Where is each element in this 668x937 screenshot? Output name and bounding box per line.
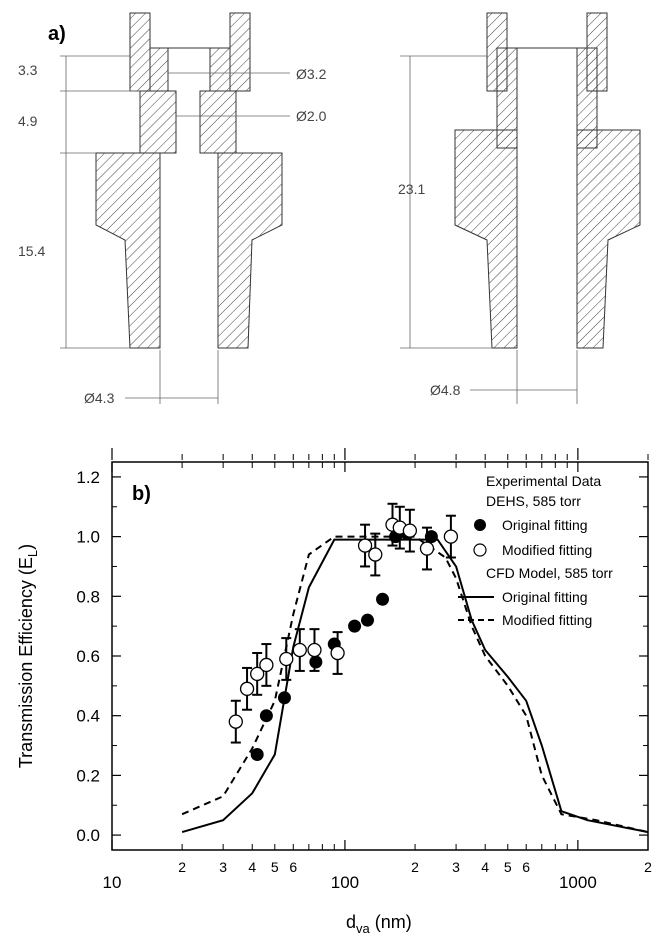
exp-modified-point (443, 529, 459, 544)
y-axis-label: Transmission Efficiency (EL) (16, 544, 40, 768)
exp-modified-point (368, 547, 383, 562)
panel-a-label: a) (48, 23, 66, 45)
legend-header-experimental: Experimental Data (486, 473, 601, 489)
exp-modified-point (419, 541, 435, 556)
legend: Experimental Data DEHS, 585 torr Origina… (458, 473, 613, 628)
x-minor-tick-label: 4 (248, 859, 256, 875)
y-tick-label: 1.2 (76, 468, 100, 487)
panel-a: a) 3.3 4.9 15.4 Ø3.2 (18, 12, 641, 406)
x-tick-label: 100 (331, 873, 359, 892)
legend-item-modified-exp: Modified fitting (502, 542, 592, 558)
y-tick-label: 0.4 (76, 707, 100, 726)
x-minor-tick-label: 2 (411, 859, 419, 875)
exp-modified-point (307, 642, 322, 658)
exp-original-point (250, 747, 264, 761)
x-minor-tick-label: 6 (522, 859, 530, 875)
y-tick-label: 0.0 (76, 826, 100, 845)
exp-original-point (376, 592, 390, 606)
left-fitting-drawing (95, 12, 283, 349)
cfd-original-line (181, 538, 649, 834)
x-tick-label: 1000 (559, 873, 597, 892)
exp-modified-point (402, 523, 418, 538)
dim-15-4: 15.4 (18, 243, 45, 259)
legend-header-cfd: CFD Model, 585 torr (486, 565, 613, 581)
exp-modified-point (228, 714, 243, 729)
dim-23-1: 23.1 (398, 181, 425, 197)
x-minor-tick-label: 6 (289, 859, 297, 875)
x-axis-label: dva (nm) (346, 912, 412, 936)
exp-original-point (259, 709, 273, 723)
exp-modified-point (357, 538, 373, 553)
dia-4-3: Ø4.3 (84, 390, 115, 406)
dia-3-2: Ø3.2 (296, 66, 327, 82)
y-tick-label: 0.8 (76, 587, 100, 606)
exp-modified-point (279, 651, 294, 667)
exp-modified-point (259, 657, 274, 673)
dia-4-8: Ø4.8 (430, 382, 461, 398)
x-tick-label: 10 (103, 873, 122, 892)
dim-3-3: 3.3 (18, 62, 38, 78)
legend-filled-marker (474, 519, 486, 531)
legend-open-marker (473, 543, 487, 557)
panel-b-label: b) (132, 483, 151, 505)
x-minor-tick-label: 2 (178, 859, 186, 875)
chart-marks (181, 502, 649, 834)
x-minor-tick-label: 2 (644, 859, 652, 875)
y-tick-label: 0.2 (76, 766, 100, 785)
legend-header-dehs: DEHS, 585 torr (486, 493, 581, 509)
exp-original-point (348, 619, 362, 633)
y-tick-label: 1.0 (76, 528, 100, 547)
x-minor-tick-label: 5 (271, 859, 279, 875)
left-fitting-dimensions (60, 55, 290, 404)
legend-item-original-exp: Original fitting (502, 517, 588, 533)
dia-2-0: Ø2.0 (296, 108, 327, 124)
y-tick-label: 0.6 (76, 647, 100, 666)
x-minor-tick-label: 4 (481, 859, 489, 875)
right-fitting-drawing (454, 12, 641, 349)
exp-modified-point (239, 681, 255, 696)
exp-original-point (277, 691, 291, 705)
exp-modified-point (292, 642, 307, 658)
dim-4-9: 4.9 (18, 113, 38, 129)
x-minor-tick-label: 5 (504, 859, 512, 875)
exp-original-point (309, 655, 323, 669)
x-minor-tick-label: 3 (219, 859, 227, 875)
x-minor-tick-label: 3 (452, 859, 460, 875)
exp-modified-point (250, 666, 265, 682)
legend-item-modified-cfd: Modified fitting (502, 612, 592, 628)
exp-original-point (361, 613, 375, 627)
exp-original-point (424, 530, 438, 544)
exp-modified-point (330, 645, 345, 661)
right-fitting-dimensions (400, 55, 578, 404)
legend-item-original-cfd: Original fitting (502, 589, 588, 605)
